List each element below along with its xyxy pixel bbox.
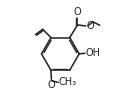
- Text: CH₃: CH₃: [59, 77, 77, 87]
- Text: O: O: [86, 21, 94, 31]
- Text: OH: OH: [85, 48, 100, 58]
- Text: O: O: [48, 80, 55, 90]
- Text: O: O: [74, 7, 81, 17]
